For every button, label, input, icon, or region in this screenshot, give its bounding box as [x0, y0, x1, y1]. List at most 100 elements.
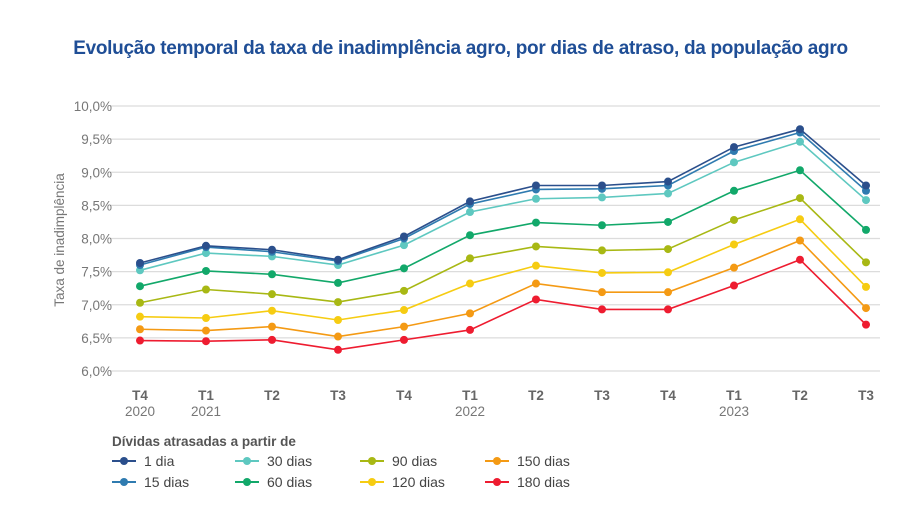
data-point [730, 158, 738, 167]
y-tick-label: 7,5% [81, 265, 112, 280]
data-point [664, 288, 672, 297]
legend-item[interactable]: 1 dia [112, 453, 235, 469]
data-point [532, 181, 540, 190]
x-tick-year: 2021 [191, 404, 221, 419]
data-point [862, 282, 870, 291]
data-point [136, 325, 144, 334]
data-point [796, 236, 804, 245]
data-point [202, 241, 210, 250]
x-tick-year: 2023 [719, 404, 749, 419]
legend-item[interactable]: 90 dias [360, 453, 485, 469]
data-point [334, 255, 342, 264]
series-line [139, 239, 867, 338]
legend-item[interactable]: 60 dias [235, 474, 360, 490]
data-point [796, 194, 804, 203]
data-point [268, 270, 276, 279]
legend-title: Dívidas atrasadas a partir de [112, 434, 296, 449]
data-point [598, 288, 606, 297]
data-point [796, 125, 804, 134]
x-tick-label: T3 [858, 388, 874, 403]
x-tick-label: T2 [264, 388, 280, 403]
data-point [466, 309, 474, 318]
y-tick-label: 7,0% [81, 298, 112, 313]
legend-item[interactable]: 15 dias [112, 474, 235, 490]
y-tick-label: 8,0% [81, 232, 112, 247]
legend-label: 60 dias [267, 474, 313, 490]
data-point [202, 337, 210, 346]
data-point [466, 325, 474, 334]
data-point [796, 215, 804, 224]
legend-item[interactable]: 120 dias [360, 474, 485, 490]
data-point [664, 305, 672, 314]
data-point [796, 166, 804, 175]
legend-swatch [485, 456, 509, 466]
data-point [598, 193, 606, 202]
data-point [730, 186, 738, 195]
x-tick-label: T1 [462, 388, 478, 403]
legend-label: 120 dias [392, 474, 445, 490]
data-point [532, 218, 540, 227]
legend-label: 15 dias [144, 474, 190, 490]
legend-swatch [112, 477, 136, 487]
series-line [139, 258, 867, 351]
x-tick-year: 2022 [455, 404, 485, 419]
data-point [532, 295, 540, 304]
x-tick-label: T2 [528, 388, 544, 403]
data-point [268, 322, 276, 331]
data-point [466, 208, 474, 216]
data-point [466, 231, 474, 240]
data-point [202, 326, 210, 335]
data-point [598, 246, 606, 255]
legend-swatch [360, 477, 384, 487]
data-point [334, 298, 342, 307]
data-point [664, 177, 672, 186]
data-point [268, 335, 276, 344]
legend-item[interactable]: 150 dias [485, 453, 605, 469]
data-point [598, 181, 606, 190]
data-point [334, 345, 342, 354]
legend-swatch [360, 456, 384, 466]
y-tick-label: 9,0% [81, 165, 112, 180]
x-tick-label: T4 [396, 388, 412, 403]
legend-label: 30 dias [267, 453, 313, 469]
legend-swatch [485, 477, 509, 487]
data-point [862, 258, 870, 267]
data-point [268, 306, 276, 315]
data-point [598, 221, 606, 230]
data-point [532, 279, 540, 288]
data-point [598, 268, 606, 277]
x-tick-label: T1 [726, 388, 742, 403]
data-point [400, 335, 408, 344]
data-point [400, 306, 408, 315]
data-point [202, 285, 210, 294]
data-point [862, 196, 870, 205]
data-point [136, 312, 144, 321]
legend-label: 90 dias [392, 453, 438, 469]
x-tick-label: T1 [198, 388, 214, 403]
series-line [139, 131, 867, 266]
data-point [400, 264, 408, 273]
data-point [202, 314, 210, 322]
data-point [202, 249, 210, 258]
data-point [466, 279, 474, 288]
data-point [136, 259, 144, 268]
data-point [532, 242, 540, 251]
data-point [268, 290, 276, 299]
legend-item[interactable]: 180 dias [485, 474, 605, 490]
x-tick-year: 2020 [125, 404, 155, 419]
legend-item[interactable]: 30 dias [235, 453, 360, 469]
data-point [202, 266, 210, 275]
data-point [730, 240, 738, 249]
legend-label: 1 dia [144, 453, 175, 469]
data-point [796, 255, 804, 264]
legend-label: 180 dias [517, 474, 570, 490]
x-tick-label: T3 [594, 388, 610, 403]
legend-swatch [112, 456, 136, 466]
data-point [532, 261, 540, 270]
data-point [334, 315, 342, 324]
data-point [598, 305, 606, 314]
data-point [664, 189, 672, 198]
data-point [400, 286, 408, 295]
x-tick-label: T4 [660, 388, 676, 403]
data-point [136, 336, 144, 345]
